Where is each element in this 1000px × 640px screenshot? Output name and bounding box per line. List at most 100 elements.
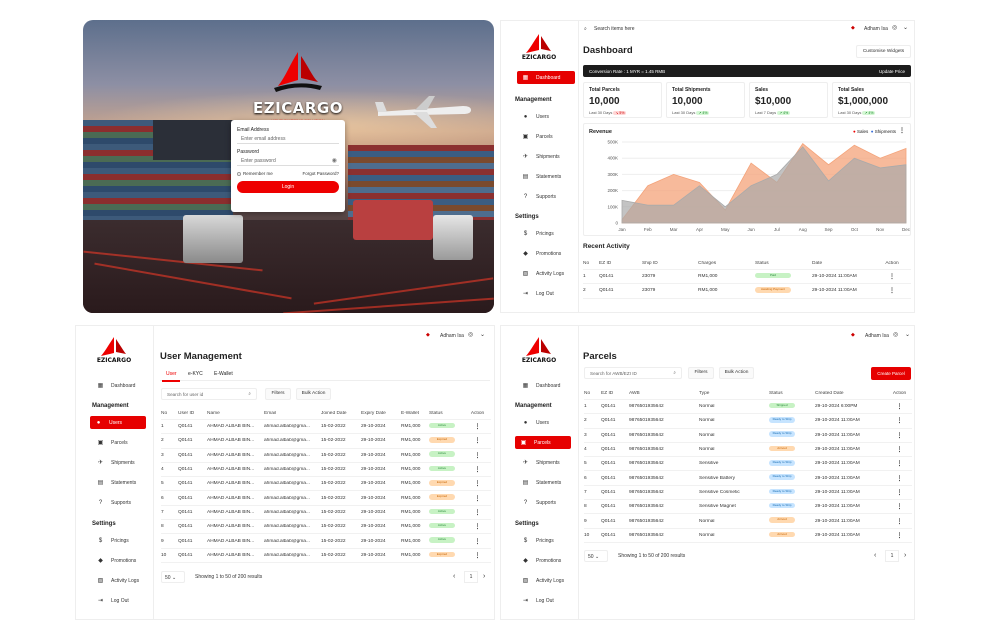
row-actions-icon[interactable]: ⋮: [896, 532, 903, 539]
table-row[interactable]: 6 Q0141 AHMAD ALBAB BIN... ahmad.albab@gma.…: [161, 491, 491, 506]
table-row[interactable]: 9 Q0141 9876501935642 Normal Arrived 29-10-20…: [584, 514, 912, 529]
table-row[interactable]: 4 Q0141 AHMAD ALBAB BIN... ahmad.albab@gma.…: [161, 463, 491, 478]
bulk-action-button[interactable]: Bulk Action: [719, 367, 754, 379]
table-row[interactable]: 10 Q0141 AHMAD ALBAB BIN... ahmad.albab@gma…: [161, 549, 491, 563]
chevron-down-icon[interactable]: ⌄: [903, 25, 909, 31]
per-page-select[interactable]: 50 ⌄: [161, 571, 185, 583]
forgot-password-link[interactable]: Forgot Password?: [302, 171, 339, 176]
sidebar-item-logout[interactable]: ⇥ Log Out: [517, 287, 575, 300]
row-actions-icon[interactable]: ⋮: [474, 438, 481, 445]
next-page-icon[interactable]: ›: [904, 552, 907, 559]
update-price-button[interactable]: Update Price: [878, 68, 905, 74]
row-actions-icon[interactable]: ⋮: [896, 489, 903, 496]
row-actions-icon[interactable]: ⋮: [896, 432, 903, 439]
table-row[interactable]: 6 Q0141 9876501935642 Sensitive Battery Read…: [584, 471, 912, 486]
global-search-input[interactable]: Search items here: [594, 26, 635, 32]
page-number[interactable]: 1: [464, 571, 478, 583]
per-page-select[interactable]: 50 ⌄: [584, 550, 608, 562]
more-icon[interactable]: ⋮: [899, 128, 905, 134]
bell-icon[interactable]: ◆: [851, 25, 855, 31]
table-row[interactable]: 2 Q0141 9876501935642 Normal Ready to Ship 29…: [584, 414, 912, 429]
avatar-icon[interactable]: ◎: [892, 25, 898, 31]
prev-page-icon[interactable]: ‹: [874, 552, 877, 559]
row-actions-icon[interactable]: ⋮: [474, 538, 481, 545]
table-row[interactable]: 3 Q0141 9876501935642 Normal Ready to Ship 29…: [584, 429, 912, 443]
row-actions-icon[interactable]: ⋮: [889, 288, 895, 295]
sidebar-item-pricings[interactable]: $ Pricings: [517, 534, 575, 547]
filters-button[interactable]: Filters: [688, 367, 714, 379]
sidebar-item-promotions[interactable]: ◆ Promotions: [517, 554, 575, 567]
sidebar-item-dashboard[interactable]: ▦ Dashboard: [92, 379, 150, 392]
row-actions-icon[interactable]: ⋮: [474, 552, 481, 559]
create-parcel-button[interactable]: Create Parcel: [871, 367, 911, 380]
row-actions-icon[interactable]: ⋮: [474, 509, 481, 516]
sidebar-item-dashboard[interactable]: ▦ Dashboard: [517, 71, 575, 84]
sidebar-item-parcels[interactable]: ▣ Parcels: [515, 436, 571, 449]
row-actions-icon[interactable]: ⋮: [896, 418, 903, 425]
tab-ekyc[interactable]: e-KYC: [188, 371, 203, 377]
login-button[interactable]: Login: [237, 181, 339, 193]
page-number[interactable]: 1: [885, 550, 899, 562]
sidebar-item-statements[interactable]: ▤ Statements: [92, 476, 150, 489]
row-actions-icon[interactable]: ⋮: [896, 518, 903, 525]
sidebar-item-shipments[interactable]: ✈ Shipments: [517, 150, 575, 163]
table-row[interactable]: 5 Q0141 9876501935642 Sensitive Ready to Shi…: [584, 457, 912, 472]
row-actions-icon[interactable]: ⋮: [896, 447, 903, 454]
table-row[interactable]: 7 Q0141 AHMAD ALBAB BIN... ahmad.albab@gma.…: [161, 506, 491, 521]
chevron-down-icon[interactable]: ⌄: [905, 332, 911, 338]
table-row[interactable]: 1 Q0141 AHMAD ALBAB BIN... ahmad.albab@gma.…: [161, 420, 491, 435]
sidebar-item-pricings[interactable]: $ Pricings: [517, 227, 575, 240]
sidebar-item-users[interactable]: ● Users: [90, 416, 146, 429]
table-row[interactable]: 9 Q0141 AHMAD ALBAB BIN... ahmad.albab@gma.…: [161, 534, 491, 549]
table-row[interactable]: 5 Q0141 AHMAD ALBAB BIN... ahmad.albab@gma.…: [161, 477, 491, 492]
customise-widgets-button[interactable]: Customise Widgets: [856, 45, 911, 58]
user-search-input[interactable]: Search for user id ⌕: [161, 388, 257, 400]
avatar-icon[interactable]: ◎: [468, 332, 474, 338]
email-field[interactable]: Enter email address: [237, 133, 339, 144]
row-actions-icon[interactable]: ⋮: [474, 467, 481, 474]
sidebar-item-promotions[interactable]: ◆ Promotions: [517, 247, 575, 260]
table-row[interactable]: 4 Q0141 9876501935642 Normal Arrived 29-10-20…: [584, 443, 912, 458]
row-actions-icon[interactable]: ⋮: [896, 461, 903, 468]
sidebar-item-activity-logs[interactable]: ▧ Activity Logs: [92, 574, 150, 587]
password-field[interactable]: Enter password ◉: [237, 155, 339, 166]
sidebar-item-logout[interactable]: ⇥ Log Out: [517, 594, 575, 607]
table-row[interactable]: 10 Q0141 9876501935642 Normal Arrived 29-10-2…: [584, 529, 912, 543]
row-actions-icon[interactable]: ⋮: [474, 452, 481, 459]
sidebar-item-activity-logs[interactable]: ▧ Activity Logs: [517, 574, 575, 587]
tab-ewallet[interactable]: E-Wallet: [214, 371, 233, 377]
sidebar-item-statements[interactable]: ▤ Statements: [517, 170, 575, 183]
sidebar-item-shipments[interactable]: ✈ Shipments: [92, 456, 150, 469]
parcel-search-input[interactable]: Search for AWB/EZI ID ⌕: [584, 367, 682, 379]
table-row[interactable]: 2 Q0141 23079 RM1,000 Awaiting Payment 29-10-…: [583, 284, 911, 299]
sidebar-item-promotions[interactable]: ◆ Promotions: [92, 554, 150, 567]
sidebar-item-parcels[interactable]: ▣ Parcels: [517, 130, 575, 143]
filters-button[interactable]: Filters: [265, 388, 291, 400]
table-row[interactable]: 8 Q0141 9876501935642 Sensitive Magnet Ready…: [584, 500, 912, 515]
avatar-icon[interactable]: ◎: [893, 332, 899, 338]
next-page-icon[interactable]: ›: [483, 573, 486, 580]
table-row[interactable]: 7 Q0141 9876501935642 Sensitive Cosmetic Rea…: [584, 486, 912, 501]
tab-user[interactable]: User: [166, 371, 177, 377]
sidebar-item-users[interactable]: ● Users: [517, 416, 575, 429]
user-name[interactable]: Adham Isa: [864, 26, 888, 32]
sidebar-item-activity-logs[interactable]: ▧ Activity Logs: [517, 267, 575, 280]
sidebar-item-logout[interactable]: ⇥ Log Out: [92, 594, 150, 607]
sidebar-item-supports[interactable]: ? Supports: [92, 496, 150, 509]
row-actions-icon[interactable]: ⋮: [896, 504, 903, 511]
user-name[interactable]: Adham Isa: [440, 333, 464, 339]
row-actions-icon[interactable]: ⋮: [474, 424, 481, 431]
sidebar-item-statements[interactable]: ▤ Statements: [517, 476, 575, 489]
sidebar-item-dashboard[interactable]: ▦ Dashboard: [517, 379, 575, 392]
table-row[interactable]: 8 Q0141 AHMAD ALBAB BIN... ahmad.albab@gma.…: [161, 520, 491, 535]
table-row[interactable]: 1 Q0141 9876501935642 Normal Shipped 29-10-20…: [584, 400, 912, 415]
user-name[interactable]: Adham Isa: [865, 333, 889, 339]
chevron-down-icon[interactable]: ⌄: [480, 332, 486, 338]
row-actions-icon[interactable]: ⋮: [474, 495, 481, 502]
row-actions-icon[interactable]: ⋮: [896, 404, 903, 411]
sidebar-item-parcels[interactable]: ▣ Parcels: [92, 436, 150, 449]
table-row[interactable]: 2 Q0141 AHMAD ALBAB BIN... ahmad.albab@gma.…: [161, 434, 491, 449]
sidebar-item-shipments[interactable]: ✈ Shipments: [517, 456, 575, 469]
row-actions-icon[interactable]: ⋮: [474, 524, 481, 531]
bell-icon[interactable]: ◆: [426, 332, 430, 338]
